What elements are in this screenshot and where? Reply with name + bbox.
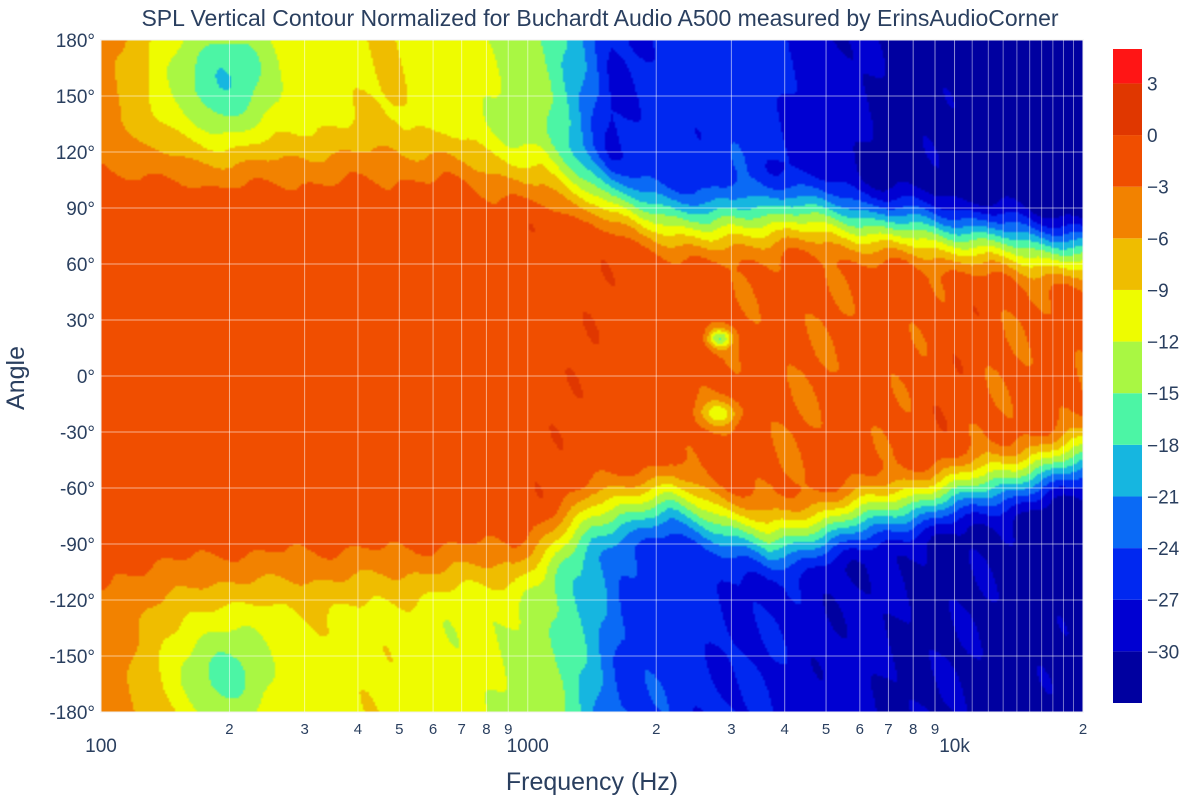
y-axis-ticks: 180° 150° 120° 90° 60° 30° 0° -30° -60° -90° -120°…: [49, 31, 95, 724]
colorbar-tick-label: −12: [1147, 333, 1179, 354]
x-minor-tick-label: 7: [457, 721, 465, 738]
x-minor-tick-label: 8: [909, 721, 917, 738]
colorbar-tick-label: −21: [1147, 487, 1179, 508]
x-minor-tick-label: 9: [931, 721, 939, 738]
colorbar-tick-label: 0: [1147, 126, 1158, 147]
y-tick-label: -120°: [49, 591, 95, 612]
x-minor-tick-label: 6: [429, 721, 437, 738]
colorbar-tick-label: −9: [1147, 281, 1169, 302]
y-tick-label: 90°: [66, 199, 95, 220]
colorbar-swatch: [1113, 341, 1142, 394]
colorbar-tick-label: 3: [1147, 74, 1158, 95]
y-tick-label: 0°: [77, 367, 95, 388]
y-axis-title: Angle: [2, 346, 30, 410]
colorbar-tick-label: −3: [1147, 178, 1169, 199]
x-minor-tick-label: 5: [395, 721, 403, 738]
x-tick-label: 100: [85, 736, 117, 757]
x-minor-tick-label: 4: [354, 721, 362, 738]
y-tick-label: 180°: [56, 31, 95, 52]
x-minor-tick-label: 3: [300, 721, 308, 738]
colorbar-ticks: 3 0 −3 −6 −9 −12 −15 −18 −21 −24 −27 −30: [1147, 74, 1180, 663]
x-minor-tick-label: 7: [884, 721, 892, 738]
y-tick-label: -150°: [49, 647, 95, 668]
x-minor-tick-label: 5: [822, 721, 830, 738]
y-tick-label: 60°: [66, 255, 95, 276]
chart-title: SPL Vertical Contour Normalized for Buch…: [141, 5, 1058, 31]
y-tick-label: -90°: [60, 535, 95, 556]
x-minor-tick-label: 9: [504, 721, 512, 738]
grid-lines: [100, 39, 1084, 713]
colorbar-swatch: [1113, 548, 1142, 600]
x-minor-tick-label: 2: [225, 721, 233, 738]
x-minor-tick-label: 8: [482, 721, 490, 738]
x-tick-label: 10k: [939, 736, 970, 757]
y-tick-label: 150°: [56, 87, 95, 108]
x-axis-title: Frequency (Hz): [506, 768, 678, 796]
colorbar-tick-label: −30: [1147, 642, 1179, 663]
x-minor-tick-label: 3: [727, 721, 735, 738]
y-tick-label: 120°: [56, 143, 95, 164]
colorbar-swatch: [1113, 238, 1142, 290]
colorbar-tick-label: −18: [1147, 436, 1179, 457]
y-tick-label: -30°: [60, 423, 95, 444]
colorbar-swatch: [1113, 393, 1142, 445]
x-tick-label: 1000: [507, 736, 549, 757]
colorbar-swatch: [1113, 599, 1142, 652]
x-minor-tick-label: 6: [856, 721, 864, 738]
colorbar-swatch: [1113, 289, 1142, 342]
colorbar-tick-label: −15: [1147, 384, 1179, 405]
colorbar-swatch: [1113, 651, 1142, 703]
x-minor-tick-label: 2: [1079, 721, 1087, 738]
colorbar-swatch: [1113, 135, 1142, 187]
colorbar-swatch: [1113, 49, 1142, 84]
x-minor-tick-label: 4: [781, 721, 789, 738]
colorbar-tick-label: −6: [1147, 229, 1169, 250]
colorbar: [1113, 49, 1142, 703]
y-tick-label: 30°: [66, 311, 95, 332]
y-tick-label: -60°: [60, 479, 95, 500]
y-tick-label: -180°: [49, 703, 95, 724]
colorbar-tick-label: −24: [1147, 539, 1180, 560]
colorbar-swatch: [1113, 496, 1142, 549]
colorbar-tick-label: −27: [1147, 591, 1179, 612]
colorbar-swatch: [1113, 186, 1142, 239]
x-minor-tick-label: 2: [652, 721, 660, 738]
colorbar-swatch: [1113, 83, 1142, 136]
colorbar-swatch: [1113, 444, 1142, 497]
